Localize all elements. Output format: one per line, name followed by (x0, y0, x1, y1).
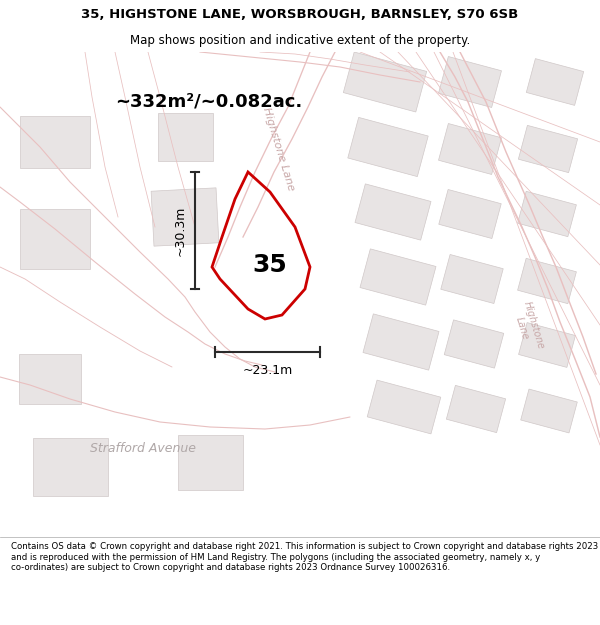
Bar (151, 188, 219, 246)
Bar (521, 389, 577, 433)
Text: 35: 35 (253, 253, 287, 277)
Bar (32, 438, 107, 496)
Text: 35, HIGHSTONE LANE, WORSBROUGH, BARNSLEY, S70 6SB: 35, HIGHSTONE LANE, WORSBROUGH, BARNSLEY… (82, 8, 518, 21)
Bar (439, 189, 501, 239)
Bar (367, 380, 441, 434)
Bar (439, 124, 502, 174)
Bar (348, 118, 428, 177)
Bar (441, 254, 503, 304)
Bar (20, 116, 90, 168)
Bar (178, 434, 242, 489)
Bar (518, 322, 575, 368)
Text: ~332m²/~0.082ac.: ~332m²/~0.082ac. (115, 93, 302, 111)
Text: ~30.3m: ~30.3m (174, 205, 187, 256)
Bar (518, 191, 577, 237)
Text: Strafford Avenue: Strafford Avenue (90, 442, 196, 456)
Bar (446, 386, 506, 432)
Text: Contains OS data © Crown copyright and database right 2021. This information is : Contains OS data © Crown copyright and d… (11, 542, 598, 572)
Text: Highstone
Lane: Highstone Lane (511, 300, 545, 354)
Bar (20, 209, 90, 269)
Bar (360, 249, 436, 305)
Bar (526, 59, 584, 106)
Bar (19, 354, 81, 404)
Bar (444, 320, 504, 368)
Bar (343, 52, 427, 112)
Text: Highstone Lane: Highstone Lane (260, 106, 295, 192)
Bar (355, 184, 431, 240)
Bar (439, 56, 502, 108)
Text: ~23.1m: ~23.1m (242, 364, 293, 377)
Text: Map shows position and indicative extent of the property.: Map shows position and indicative extent… (130, 34, 470, 47)
Bar (518, 126, 578, 173)
Bar (518, 258, 577, 304)
Bar (363, 314, 439, 370)
Bar (157, 113, 212, 161)
